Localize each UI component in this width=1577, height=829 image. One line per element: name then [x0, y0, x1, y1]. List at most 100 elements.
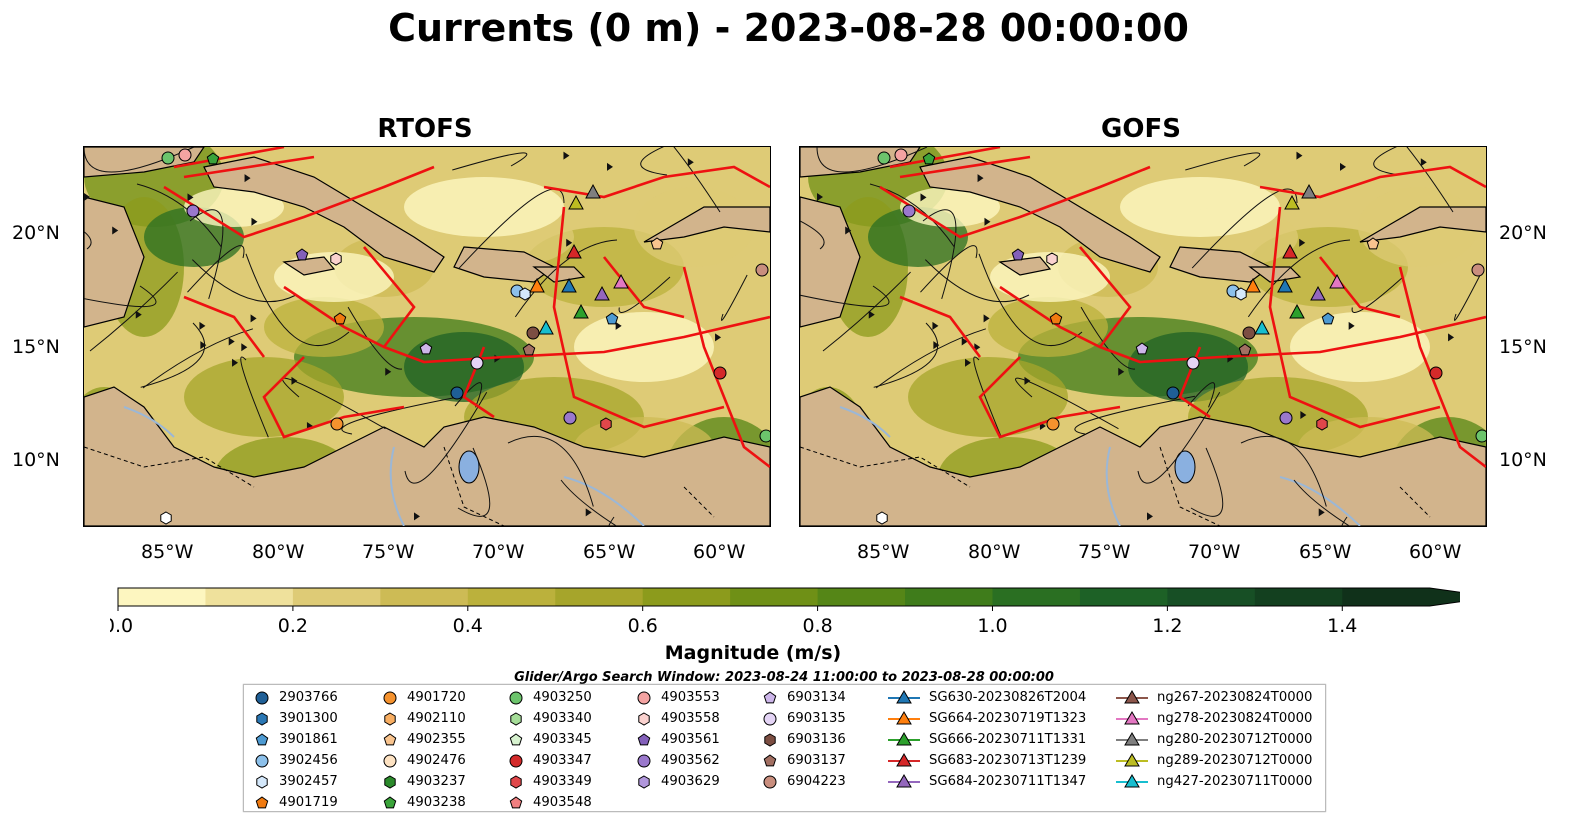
streamline-arrow: [112, 226, 119, 235]
streamline: [240, 356, 269, 438]
lat-label-20n-right: 20°N: [1499, 222, 1547, 244]
float-legend-icon: [383, 795, 397, 808]
current-speed-patch: [404, 177, 564, 237]
country-border: [1399, 486, 1431, 518]
country-border: [800, 446, 971, 488]
streamline-arrow: [566, 238, 573, 247]
streamline: [140, 322, 206, 388]
streamline: [192, 259, 297, 303]
circle-icon: [383, 754, 397, 767]
float-legend-icon: [510, 774, 522, 789]
glider-marker: [566, 243, 582, 259]
float-marker: [178, 148, 192, 162]
streamline: [973, 356, 1002, 438]
glider-marker: [538, 319, 554, 335]
streamline: [720, 274, 748, 321]
streamline: [347, 306, 403, 370]
pentagon-icon: [255, 732, 269, 745]
streamline: [875, 328, 987, 389]
current-speed-patch: [1120, 177, 1280, 237]
glider-track: [283, 285, 770, 364]
glider-marker: [1301, 183, 1317, 199]
streamline-arrow: [232, 358, 239, 367]
legend-label: 4903553: [661, 690, 720, 705]
streamline-arrow: [84, 193, 90, 201]
colorbar-segment: [1079, 588, 1168, 606]
streamline: [452, 152, 528, 171]
glider-legend-icon: [1116, 752, 1148, 766]
legend-item: ng427-20230711T0000: [1116, 771, 1312, 792]
streamline-arrow: [1348, 321, 1355, 330]
streamline-arrow: [983, 314, 990, 323]
streamline-arrow: [250, 314, 257, 323]
legend-label: 4903345: [533, 732, 592, 747]
streamline: [1187, 382, 1216, 408]
glider-track: [1259, 165, 1486, 199]
hexagon-icon: [638, 711, 650, 726]
pentagon-icon: [509, 795, 523, 808]
legend-item: 6904223: [762, 771, 846, 792]
legend-item: 4903340: [508, 708, 592, 729]
glider-legend-icon: [1116, 773, 1148, 787]
float-legend-icon: [637, 732, 651, 745]
landmass: [84, 147, 205, 178]
glider-track: [1398, 266, 1486, 469]
legend-label: 4903347: [533, 753, 592, 768]
glider-legend-icon: [888, 689, 920, 703]
colorbar-tick-label: 1.4: [1327, 615, 1357, 637]
legend-label: 6903134: [787, 690, 846, 705]
landmass: [643, 206, 770, 243]
triangle-icon: [896, 752, 912, 766]
glider-marker: [1284, 194, 1300, 210]
streamline-arrow: [200, 341, 207, 350]
legend-label: ng278-20230824T0000: [1157, 711, 1313, 726]
legend-item: SG683-20230713T1239: [888, 750, 1086, 771]
colorbar-tick-label: 1.0: [977, 615, 1007, 637]
legend-label: SG630-20230826T2004: [929, 690, 1087, 705]
river: [123, 406, 175, 438]
colorbar-extend-arrow: [1429, 588, 1460, 606]
glider-track: [173, 147, 315, 179]
float-legend-icon: [638, 774, 650, 789]
glider-legend-icon: [888, 773, 920, 787]
river: [839, 406, 891, 438]
circle-icon: [509, 691, 523, 704]
float-legend-icon: [763, 690, 777, 703]
glider-marker: [529, 277, 545, 293]
streamline: [800, 220, 825, 250]
legend-label: 3901300: [279, 711, 338, 726]
streamline-arrow: [135, 310, 142, 319]
panel-title-rtofs: RTOFS: [377, 114, 473, 144]
glider-track: [543, 165, 770, 199]
streamline-arrow: [933, 341, 940, 350]
glider-marker: [1310, 285, 1326, 301]
country-border: [1159, 446, 1221, 526]
current-speed-patch: [184, 187, 284, 227]
colorbar-label: Magnitude (m/s): [664, 642, 842, 664]
streamline: [458, 188, 565, 269]
glider-track: [1318, 256, 1401, 319]
float-marker: [295, 248, 309, 261]
legend-label: 4903629: [661, 774, 720, 789]
lon-label-60w-right: 60°W: [1409, 541, 1462, 563]
colorbar-tick-label: 1.2: [1152, 615, 1182, 637]
streamline-arrow: [241, 343, 248, 352]
hexagon-icon: [256, 711, 268, 726]
legend-item: ng280-20230712T0000: [1116, 729, 1312, 750]
streamline: [1453, 274, 1481, 321]
legend-item: 6903137: [762, 750, 846, 771]
river: [389, 446, 405, 526]
streamline-arrow: [607, 162, 614, 171]
float-legend-icon: [255, 795, 269, 808]
legend-column: 6903134 6903135 6903136 6903137 6904223: [762, 687, 846, 792]
streamline-arrow: [984, 217, 991, 226]
circle-icon: [383, 691, 397, 704]
glider-marker: [1245, 277, 1261, 293]
glider-marker: [1254, 319, 1270, 335]
landmass: [84, 196, 145, 328]
lon-label-70w-left: 70°W: [472, 541, 525, 563]
lon-label-60w-left: 60°W: [693, 541, 746, 563]
colorbar-tick-label: 0.2: [278, 615, 308, 637]
legend-label: 4903558: [661, 711, 720, 726]
colorbar: 0.0 0.2 0.4 0.6 0.8 1.0 1.2 1.4: [110, 587, 1460, 637]
